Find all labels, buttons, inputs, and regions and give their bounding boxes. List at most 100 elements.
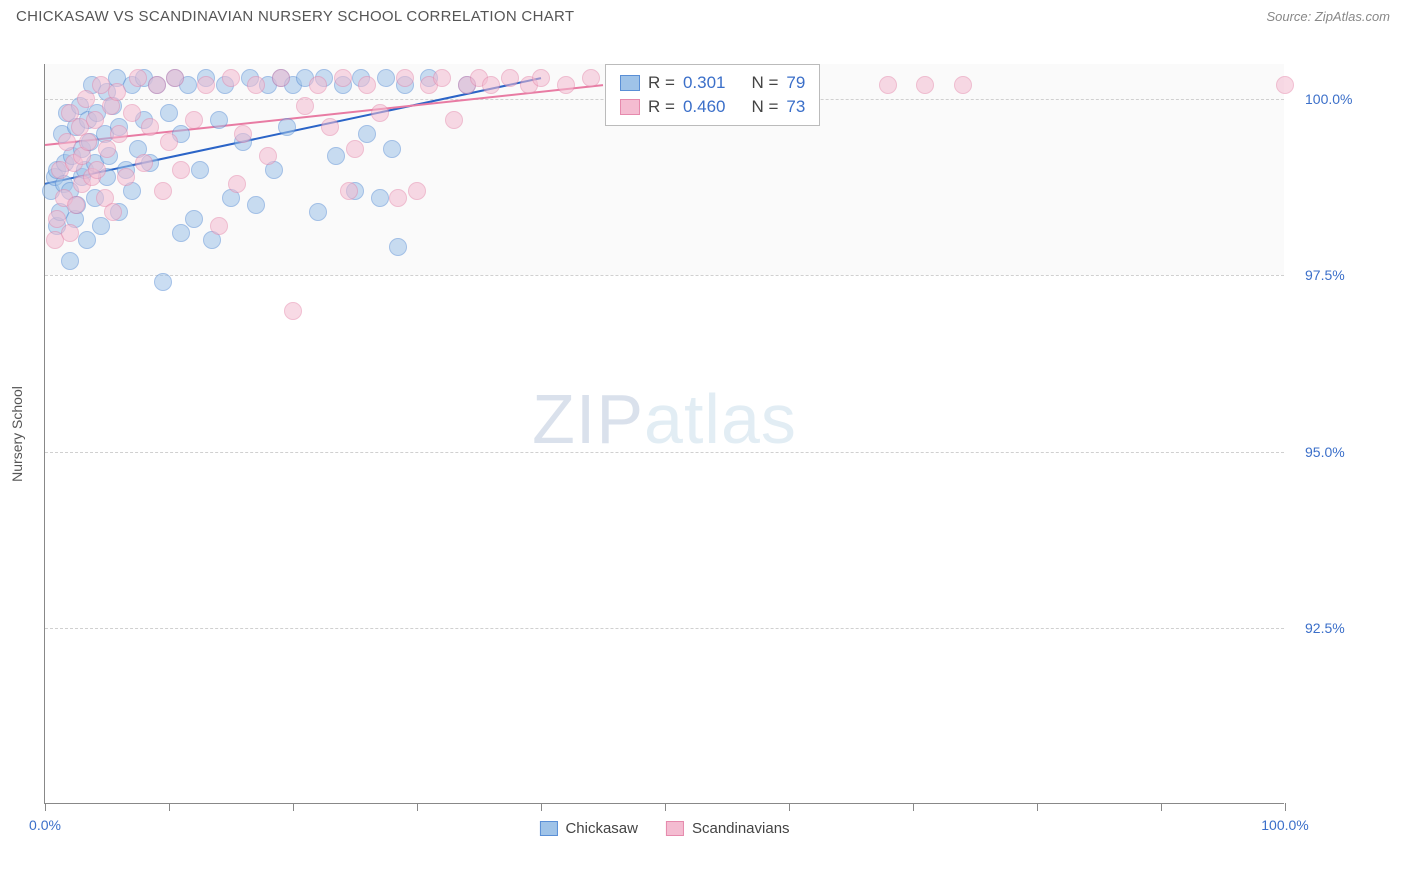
plot-area: ZIPatlas R = 0.301N = 79R = 0.460N = 73 … — [44, 64, 1284, 804]
data-point — [123, 104, 141, 122]
legend-label: Chickasaw — [565, 820, 638, 837]
y-tick-label: 97.5% — [1305, 267, 1345, 283]
x-tick — [45, 803, 46, 811]
stats-n-label: N = — [751, 73, 778, 93]
y-axis-label: Nursery School — [9, 386, 25, 482]
data-point — [309, 76, 327, 94]
data-point — [79, 133, 97, 151]
data-point — [61, 252, 79, 270]
data-point — [278, 118, 296, 136]
data-point — [309, 203, 327, 221]
data-point — [172, 224, 190, 242]
stats-r-value: 0.301 — [683, 73, 726, 93]
x-tick — [417, 803, 418, 811]
data-point — [532, 69, 550, 87]
stats-n-value: 73 — [786, 97, 805, 117]
stats-row: R = 0.301 N = 79 — [620, 71, 805, 95]
stats-n-label: N = — [751, 97, 778, 117]
data-point — [408, 182, 426, 200]
data-point — [185, 210, 203, 228]
x-tick — [789, 803, 790, 811]
data-point — [58, 133, 76, 151]
data-point — [210, 217, 228, 235]
chart-container: ZIPatlas R = 0.301N = 79R = 0.460N = 73 … — [44, 50, 1398, 832]
stats-r-label: R = — [648, 73, 675, 93]
data-point — [191, 161, 209, 179]
stats-swatch — [620, 75, 640, 91]
data-point — [284, 302, 302, 320]
data-point — [160, 104, 178, 122]
x-tick — [913, 803, 914, 811]
data-point — [117, 168, 135, 186]
data-point — [104, 203, 122, 221]
data-point — [389, 189, 407, 207]
y-tick-label: 92.5% — [1305, 620, 1345, 636]
x-tick — [541, 803, 542, 811]
legend: Chickasaw Scandinavians — [539, 820, 789, 837]
correlation-stats-box: R = 0.301 N = 79R = 0.460N = 73 — [605, 64, 820, 126]
data-point — [222, 69, 240, 87]
data-point — [92, 217, 110, 235]
data-point — [358, 125, 376, 143]
stats-r-label: R = — [648, 97, 675, 117]
x-tick — [169, 803, 170, 811]
data-point — [135, 154, 153, 172]
data-point — [110, 125, 128, 143]
x-tick-label: 100.0% — [1261, 817, 1308, 833]
data-point — [557, 76, 575, 94]
data-point — [88, 161, 106, 179]
data-point — [396, 69, 414, 87]
data-point — [879, 76, 897, 94]
data-point — [98, 140, 116, 158]
data-point — [445, 111, 463, 129]
data-point — [228, 175, 246, 193]
stats-row: R = 0.460N = 73 — [620, 95, 805, 119]
data-point — [1276, 76, 1294, 94]
data-point — [108, 83, 126, 101]
legend-swatch — [539, 821, 557, 836]
x-tick — [293, 803, 294, 811]
chart-title: CHICKASAW VS SCANDINAVIAN NURSERY SCHOOL… — [16, 8, 574, 25]
data-point — [482, 76, 500, 94]
data-point — [129, 69, 147, 87]
data-point — [916, 76, 934, 94]
x-tick-label: 0.0% — [29, 817, 61, 833]
legend-label: Scandinavians — [692, 820, 790, 837]
y-tick-label: 100.0% — [1305, 91, 1352, 107]
stats-n-value: 79 — [786, 73, 805, 93]
data-point — [954, 76, 972, 94]
data-point — [346, 140, 364, 158]
trend-lines — [45, 64, 1285, 804]
data-point — [334, 69, 352, 87]
data-point — [272, 69, 290, 87]
x-tick — [1161, 803, 1162, 811]
data-point — [166, 69, 184, 87]
data-point — [296, 97, 314, 115]
data-point — [210, 111, 228, 129]
data-point — [172, 161, 190, 179]
data-point — [371, 104, 389, 122]
data-point — [501, 69, 519, 87]
legend-item: Scandinavians — [666, 820, 790, 837]
x-tick — [1285, 803, 1286, 811]
data-point — [154, 182, 172, 200]
source-attribution: Source: ZipAtlas.com — [1266, 9, 1390, 24]
data-point — [148, 76, 166, 94]
data-point — [67, 196, 85, 214]
data-point — [383, 140, 401, 158]
data-point — [340, 182, 358, 200]
data-point — [247, 76, 265, 94]
data-point — [327, 147, 345, 165]
data-point — [582, 69, 600, 87]
data-point — [433, 69, 451, 87]
data-point — [154, 273, 172, 291]
data-point — [234, 125, 252, 143]
data-point — [247, 196, 265, 214]
data-point — [197, 76, 215, 94]
data-point — [185, 111, 203, 129]
legend-item: Chickasaw — [539, 820, 638, 837]
data-point — [389, 238, 407, 256]
y-tick-label: 95.0% — [1305, 444, 1345, 460]
x-tick — [665, 803, 666, 811]
data-point — [259, 147, 277, 165]
